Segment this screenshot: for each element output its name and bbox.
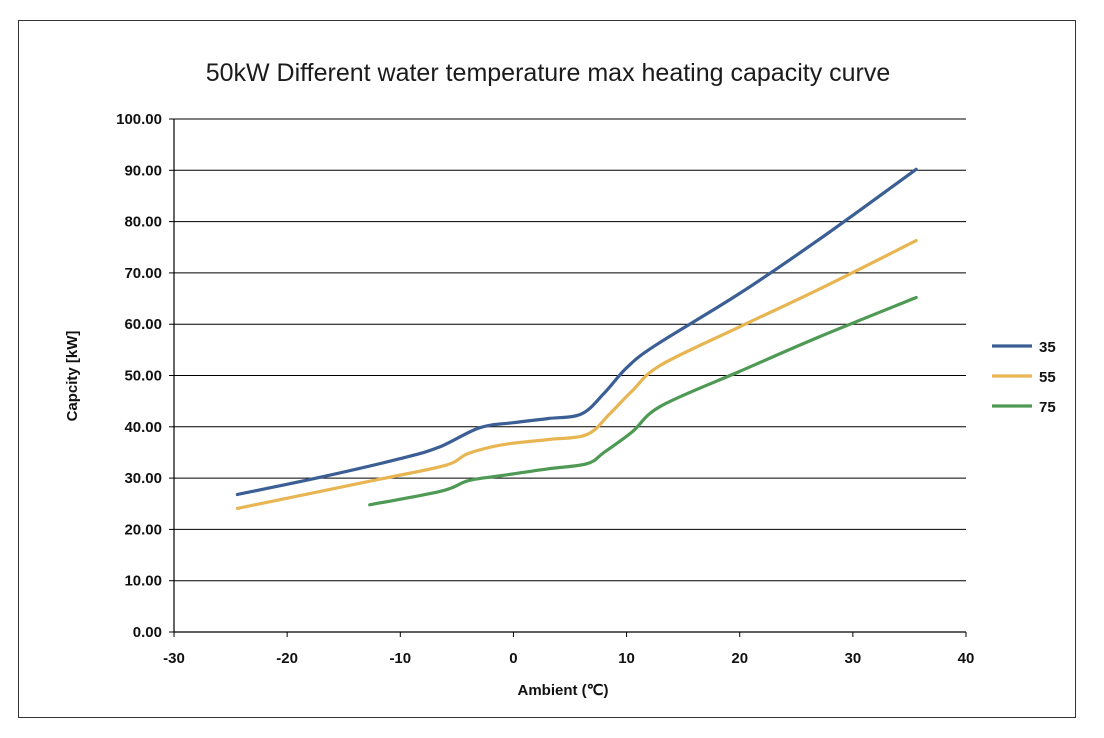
x-tick-label: 40: [958, 650, 975, 667]
legend: 35 55 75: [992, 339, 1056, 416]
legend-label-75: 75: [1039, 399, 1056, 416]
y-tick-label: 10.00: [124, 573, 162, 590]
y-axis-label: Capcity [kW]: [64, 331, 81, 422]
y-tick-label: 80.00: [124, 214, 162, 231]
series-line-75: [368, 295, 918, 507]
chart-frame: [18, 20, 1076, 718]
y-tick-label: 100.00: [116, 111, 162, 128]
y-tick-label: 30.00: [124, 470, 162, 487]
y-tick-label: 50.00: [124, 368, 162, 385]
y-tick-label: 70.00: [124, 265, 162, 282]
x-tick-label: 20: [731, 650, 748, 667]
x-tick-label: 10: [618, 650, 635, 667]
x-tick-label: -30: [163, 650, 185, 667]
series-lines: [235, 167, 918, 510]
legend-label-35: 35: [1039, 339, 1056, 356]
y-tick-label: 90.00: [124, 162, 162, 179]
x-tick-label: 0: [509, 650, 517, 667]
y-axis-ticks: 0.00 10.00 20.00 30.00 40.00 50.00 60.00 70.00 8…: [116, 111, 174, 641]
y-tick-label: 40.00: [124, 419, 162, 436]
series-line-55: [235, 239, 918, 510]
x-tick-label: -10: [389, 650, 411, 667]
x-axis-ticks: -30 -20 -10 0 10 20 30 40: [163, 632, 974, 667]
y-tick-label: 60.00: [124, 316, 162, 333]
series-line-35: [235, 167, 918, 497]
x-tick-label: 30: [845, 650, 862, 667]
y-tick-label: 0.00: [133, 624, 162, 641]
x-tick-label: -20: [276, 650, 298, 667]
legend-label-55: 55: [1039, 369, 1056, 386]
grid-lines: [174, 118, 966, 582]
x-axis-label: Ambient (℃): [517, 682, 608, 699]
y-tick-label: 20.00: [124, 521, 162, 538]
chart-title: 50kW Different water temperature max hea…: [206, 59, 891, 87]
